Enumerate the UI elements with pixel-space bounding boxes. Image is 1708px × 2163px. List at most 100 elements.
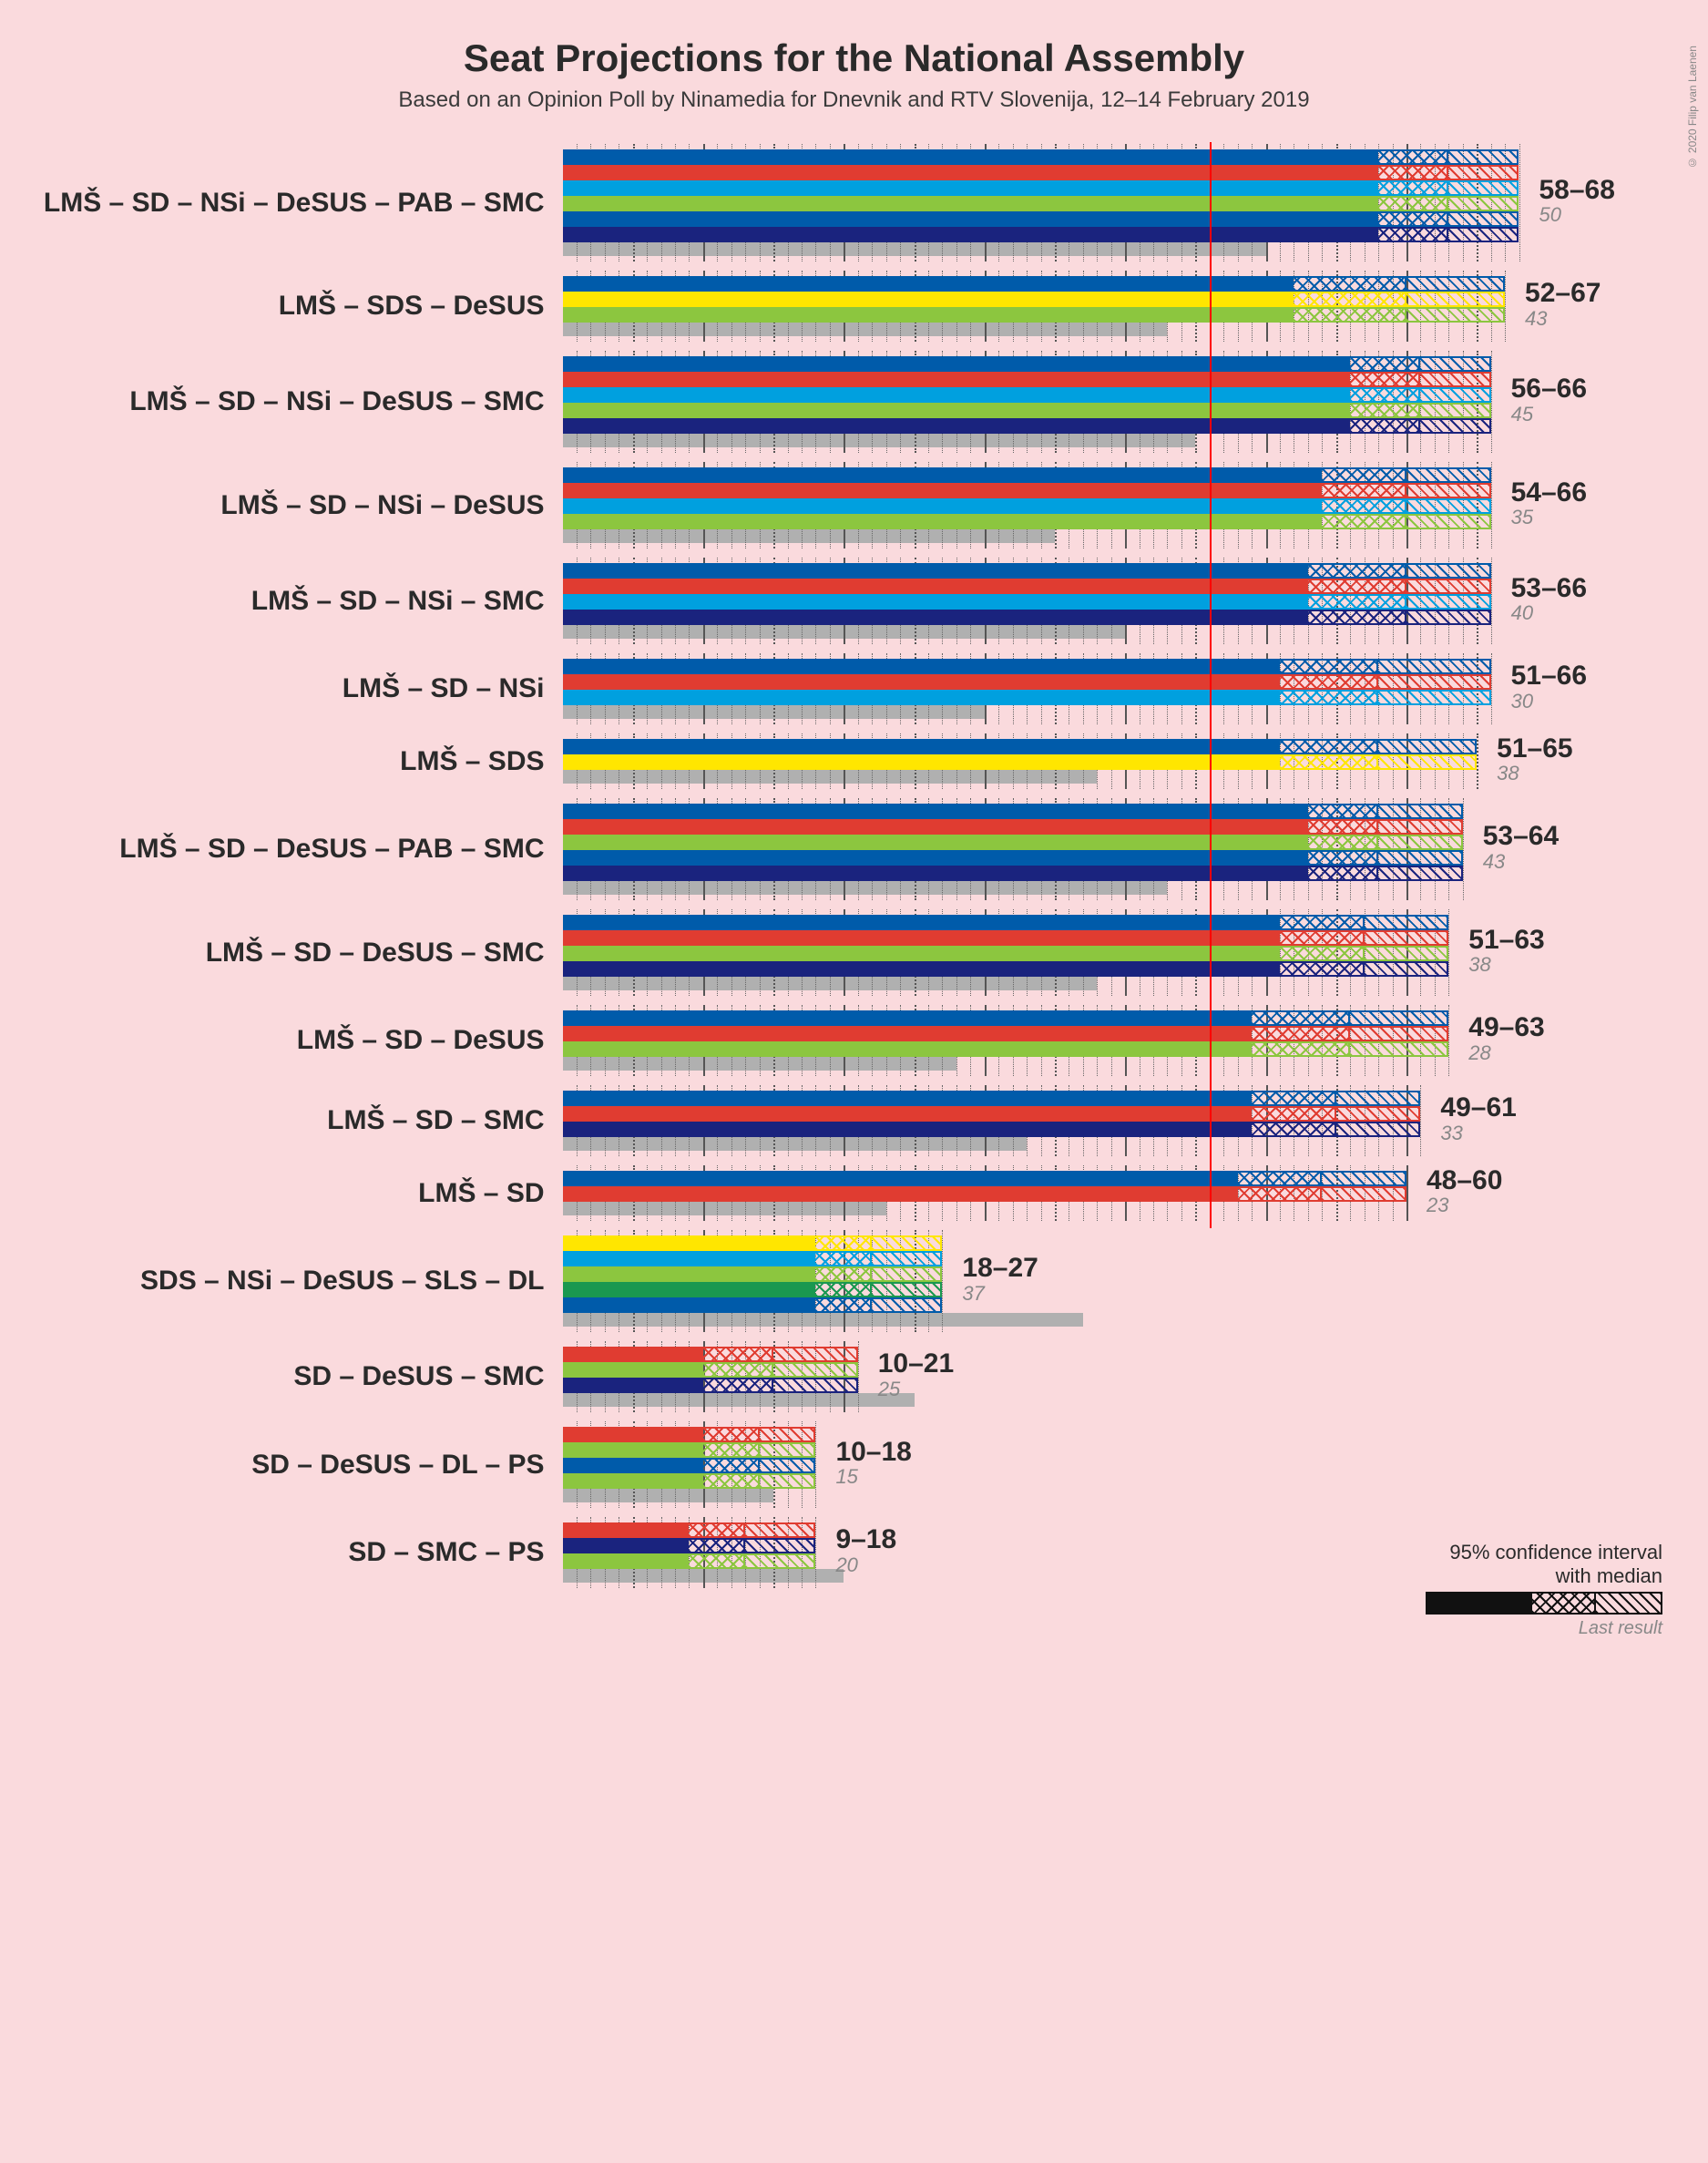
bar-area xyxy=(563,804,1519,895)
bar-area xyxy=(563,659,1519,719)
last-result-bar xyxy=(563,705,985,719)
range-label: 53–64 xyxy=(1483,822,1559,851)
last-value-label: 43 xyxy=(1525,307,1601,328)
party-bar xyxy=(563,211,1519,227)
party-bar xyxy=(563,1473,1519,1489)
last-value-label: 45 xyxy=(1511,403,1587,424)
range-label: 49–61 xyxy=(1440,1093,1516,1123)
last-value-label: 30 xyxy=(1511,690,1587,711)
coalition-row: SD – DeSUS – DL – PS10–1815 xyxy=(44,1427,1665,1502)
party-bar xyxy=(563,292,1519,307)
party-bar xyxy=(563,610,1519,625)
party-bar xyxy=(563,1171,1519,1186)
party-bar xyxy=(563,804,1519,819)
coalition-row: SD – SMC – PS9–1820 xyxy=(44,1522,1665,1583)
value-labels: 54–6635 xyxy=(1511,477,1587,528)
coalition-row: SDS – NSi – DeSUS – SLS – DL 18–2737 xyxy=(44,1235,1665,1327)
range-label: 52–67 xyxy=(1525,279,1601,308)
coalition-row: LMŠ – SD – DeSUS – SMC51–6338 xyxy=(44,915,1665,990)
party-bar xyxy=(563,483,1519,498)
coalition-label: SDS – NSi – DeSUS – SLS – DL xyxy=(44,1266,563,1297)
coalition-row: LMŠ – SD – SMC49–6133 xyxy=(44,1091,1665,1151)
bar-area xyxy=(563,1235,1519,1327)
range-label: 48–60 xyxy=(1427,1165,1502,1194)
copyright-note: © 2020 Filip van Laenen xyxy=(1686,46,1699,169)
party-bar xyxy=(563,498,1519,514)
range-label: 56–66 xyxy=(1511,374,1587,404)
coalition-label: LMŠ – SD – NSi xyxy=(44,673,563,704)
value-labels: 10–1815 xyxy=(835,1437,911,1487)
range-label: 54–66 xyxy=(1511,477,1587,507)
range-label: 9–18 xyxy=(835,1525,896,1554)
bar-area xyxy=(563,467,1519,543)
legend-line-1: 95% confidence interval xyxy=(1426,1541,1662,1564)
value-labels: 56–6645 xyxy=(1511,374,1587,425)
party-bar xyxy=(563,659,1519,674)
party-bar xyxy=(563,403,1519,418)
value-labels: 51–6338 xyxy=(1468,925,1544,975)
party-bar xyxy=(563,1442,1519,1458)
legend: 95% confidence interval with median Last… xyxy=(1426,1541,1662,1639)
last-result-bar xyxy=(563,977,1098,990)
coalition-row: LMŠ – SD – NSi – SMC53–6640 xyxy=(44,563,1665,639)
party-bar xyxy=(563,739,1519,754)
legend-line-2: with median xyxy=(1426,1564,1662,1588)
last-value-label: 15 xyxy=(835,1466,911,1487)
coalition-label: LMŠ – SD – DeSUS – PAB – SMC xyxy=(44,834,563,865)
range-label: 58–68 xyxy=(1539,175,1615,204)
coalition-label: SD – SMC – PS xyxy=(44,1537,563,1568)
party-bar xyxy=(563,754,1519,770)
party-bar xyxy=(563,1041,1519,1057)
last-value-label: 43 xyxy=(1483,850,1559,871)
bar-area xyxy=(563,1010,1519,1071)
last-result-bar xyxy=(563,881,1168,895)
value-labels: 49–6328 xyxy=(1468,1013,1544,1063)
range-label: 53–66 xyxy=(1511,573,1587,602)
bar-area xyxy=(563,563,1519,639)
last-value-label: 50 xyxy=(1539,204,1615,225)
last-value-label: 37 xyxy=(962,1282,1038,1303)
coalition-label: LMŠ – SDS xyxy=(44,746,563,777)
party-bar xyxy=(563,514,1519,529)
party-bar xyxy=(563,563,1519,579)
last-result-bar xyxy=(563,1057,956,1071)
last-result-bar xyxy=(563,1569,844,1583)
legend-sample-bar xyxy=(1426,1592,1662,1615)
range-label: 10–18 xyxy=(835,1437,911,1466)
coalition-row: SD – DeSUS – SMC10–2125 xyxy=(44,1347,1665,1407)
last-value-label: 28 xyxy=(1468,1041,1544,1062)
party-bar xyxy=(563,1106,1519,1122)
party-bar xyxy=(563,930,1519,946)
party-bar xyxy=(563,467,1519,483)
bar-area xyxy=(563,915,1519,990)
bar-area xyxy=(563,1522,1519,1583)
party-bar xyxy=(563,1297,1519,1313)
coalition-label: LMŠ – SD – NSi – DeSUS – SMC xyxy=(44,386,563,417)
party-bar xyxy=(563,674,1519,690)
party-bar xyxy=(563,1378,1519,1393)
coalition-chart: LMŠ – SD – NSi – DeSUS – PAB – SMC58–685… xyxy=(44,149,1665,1583)
last-result-bar xyxy=(563,1313,1083,1327)
last-value-label: 38 xyxy=(1468,954,1544,975)
value-labels: 18–2737 xyxy=(962,1254,1038,1304)
coalition-label: LMŠ – SD – NSi – SMC xyxy=(44,586,563,617)
coalition-row: LMŠ – SDS – DeSUS52–6743 xyxy=(44,276,1665,336)
party-bar xyxy=(563,1553,1519,1569)
party-bar xyxy=(563,180,1519,196)
last-value-label: 33 xyxy=(1440,1122,1516,1143)
last-result-bar xyxy=(563,770,1098,784)
party-bar xyxy=(563,1091,1519,1106)
last-value-label: 25 xyxy=(878,1378,954,1399)
chart-subtitle: Based on an Opinion Poll by Ninamedia fo… xyxy=(27,87,1681,113)
last-result-bar xyxy=(563,1393,915,1407)
party-bar xyxy=(563,915,1519,930)
party-bar xyxy=(563,1122,1519,1137)
bar-area xyxy=(563,1171,1519,1215)
legend-last-label: Last result xyxy=(1426,1618,1662,1639)
party-bar xyxy=(563,1026,1519,1041)
bar-area xyxy=(563,1091,1519,1151)
party-bar xyxy=(563,946,1519,961)
coalition-label: SD – DeSUS – SMC xyxy=(44,1361,563,1392)
last-result-bar xyxy=(563,1202,886,1215)
value-labels: 48–6023 xyxy=(1427,1165,1502,1215)
